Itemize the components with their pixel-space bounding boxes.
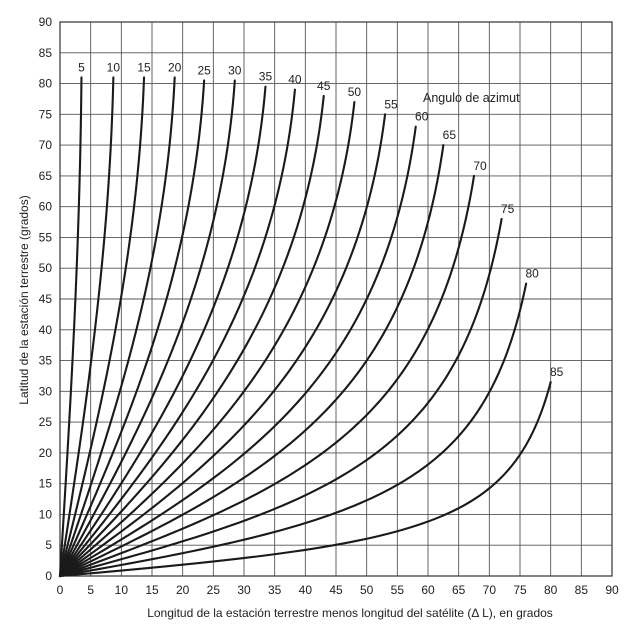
x-tick-label: 40 — [299, 583, 313, 597]
y-tick-label: 75 — [39, 107, 53, 121]
x-tick-label: 55 — [391, 583, 405, 597]
curve-label: 10 — [107, 60, 121, 74]
curve-label: 55 — [384, 97, 398, 111]
azimuth-curve — [58, 381, 552, 578]
y-tick-label: 15 — [39, 477, 53, 491]
x-tick-label: 5 — [87, 583, 94, 597]
azimuth-curve — [58, 113, 387, 578]
x-tick-label: 80 — [544, 583, 558, 597]
azimuth-curve — [58, 79, 236, 578]
curve-label: 65 — [443, 128, 457, 142]
curves — [58, 76, 552, 578]
y-tick-label: 45 — [39, 292, 53, 306]
azimuth-curve — [58, 282, 528, 578]
x-axis-label: Longitud de la estación terrestre menos … — [147, 606, 553, 620]
azimuth-curve — [58, 174, 476, 578]
y-tick-label: 50 — [39, 261, 53, 275]
azimuth-curve — [58, 79, 206, 578]
azimuth-curve — [58, 125, 417, 578]
x-tick-label: 60 — [421, 583, 435, 597]
curve-label: 45 — [317, 79, 331, 93]
y-tick-label: 25 — [39, 415, 53, 429]
x-tick-label: 85 — [575, 583, 589, 597]
x-tick-label: 30 — [237, 583, 251, 597]
x-tick-label: 50 — [360, 583, 374, 597]
y-tick-label: 5 — [45, 538, 52, 552]
curve-label: 60 — [415, 110, 429, 124]
x-tick-label: 0 — [57, 583, 64, 597]
curve-label: 20 — [168, 60, 182, 74]
curve-label: 50 — [348, 85, 362, 99]
curve-label: 5 — [78, 60, 85, 74]
y-tick-label: 65 — [39, 169, 53, 183]
azimuth-curve — [58, 76, 146, 578]
y-tick-label: 20 — [39, 446, 53, 460]
curve-label: 35 — [259, 70, 273, 84]
y-axis-label: Latitud de la estación terrestre (grados… — [17, 195, 31, 404]
x-tick-label: 65 — [452, 583, 466, 597]
y-tick-label: 55 — [39, 230, 53, 244]
y-tick-label: 30 — [39, 384, 53, 398]
curve-label: 15 — [137, 60, 151, 74]
tick-labels: 0 5 10 15 20 25 30 35 40 45 50 55 60 65 70 75 80 85 90 0 5 10… — [39, 15, 619, 597]
x-tick-label: 75 — [513, 583, 527, 597]
curve-label: 30 — [228, 63, 242, 77]
azimuth-curve — [58, 88, 296, 578]
plot-frame — [59, 21, 613, 577]
azimuth-curve — [58, 144, 445, 578]
y-tick-label: 60 — [39, 200, 53, 214]
azimuth-curve — [58, 217, 503, 578]
curve-labels: 5 10 15 20 25 30 35 40 45 50 55 60 65 70 75 80 85 — [78, 60, 564, 379]
azimuth-curve — [58, 76, 115, 578]
y-tick-label: 80 — [39, 77, 53, 91]
y-tick-label: 0 — [45, 569, 52, 583]
y-tick-label: 35 — [39, 354, 53, 368]
curve-label: 40 — [288, 73, 302, 87]
curve-label: 80 — [525, 267, 539, 281]
y-tick-label: 40 — [39, 323, 53, 337]
azimuth-curve — [58, 94, 325, 578]
x-tick-label: 15 — [145, 583, 159, 597]
azimuth-curve — [58, 85, 267, 578]
azimuth-curve — [58, 100, 356, 578]
x-tick-label: 70 — [483, 583, 497, 597]
x-tick-label: 45 — [329, 583, 343, 597]
curve-label: 25 — [197, 63, 211, 77]
x-tick-label: 35 — [268, 583, 282, 597]
curve-label: 70 — [473, 159, 487, 173]
x-tick-label: 10 — [115, 583, 129, 597]
x-tick-label: 90 — [605, 583, 619, 597]
curve-label: 85 — [550, 365, 564, 379]
y-tick-label: 85 — [39, 46, 53, 60]
y-tick-label: 10 — [39, 507, 53, 521]
y-tick-label: 90 — [39, 15, 53, 29]
curve-label: 75 — [501, 202, 515, 216]
azimuth-curve — [58, 76, 83, 578]
y-tick-label: 70 — [39, 138, 53, 152]
x-tick-label: 25 — [207, 583, 221, 597]
x-tick-label: 20 — [176, 583, 190, 597]
chart-annotation: Angulo de azimut — [423, 91, 520, 105]
azimuth-curve — [58, 76, 176, 578]
